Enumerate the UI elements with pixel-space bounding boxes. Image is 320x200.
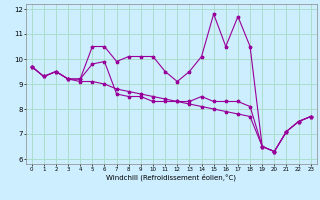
X-axis label: Windchill (Refroidissement éolien,°C): Windchill (Refroidissement éolien,°C) <box>106 173 236 181</box>
